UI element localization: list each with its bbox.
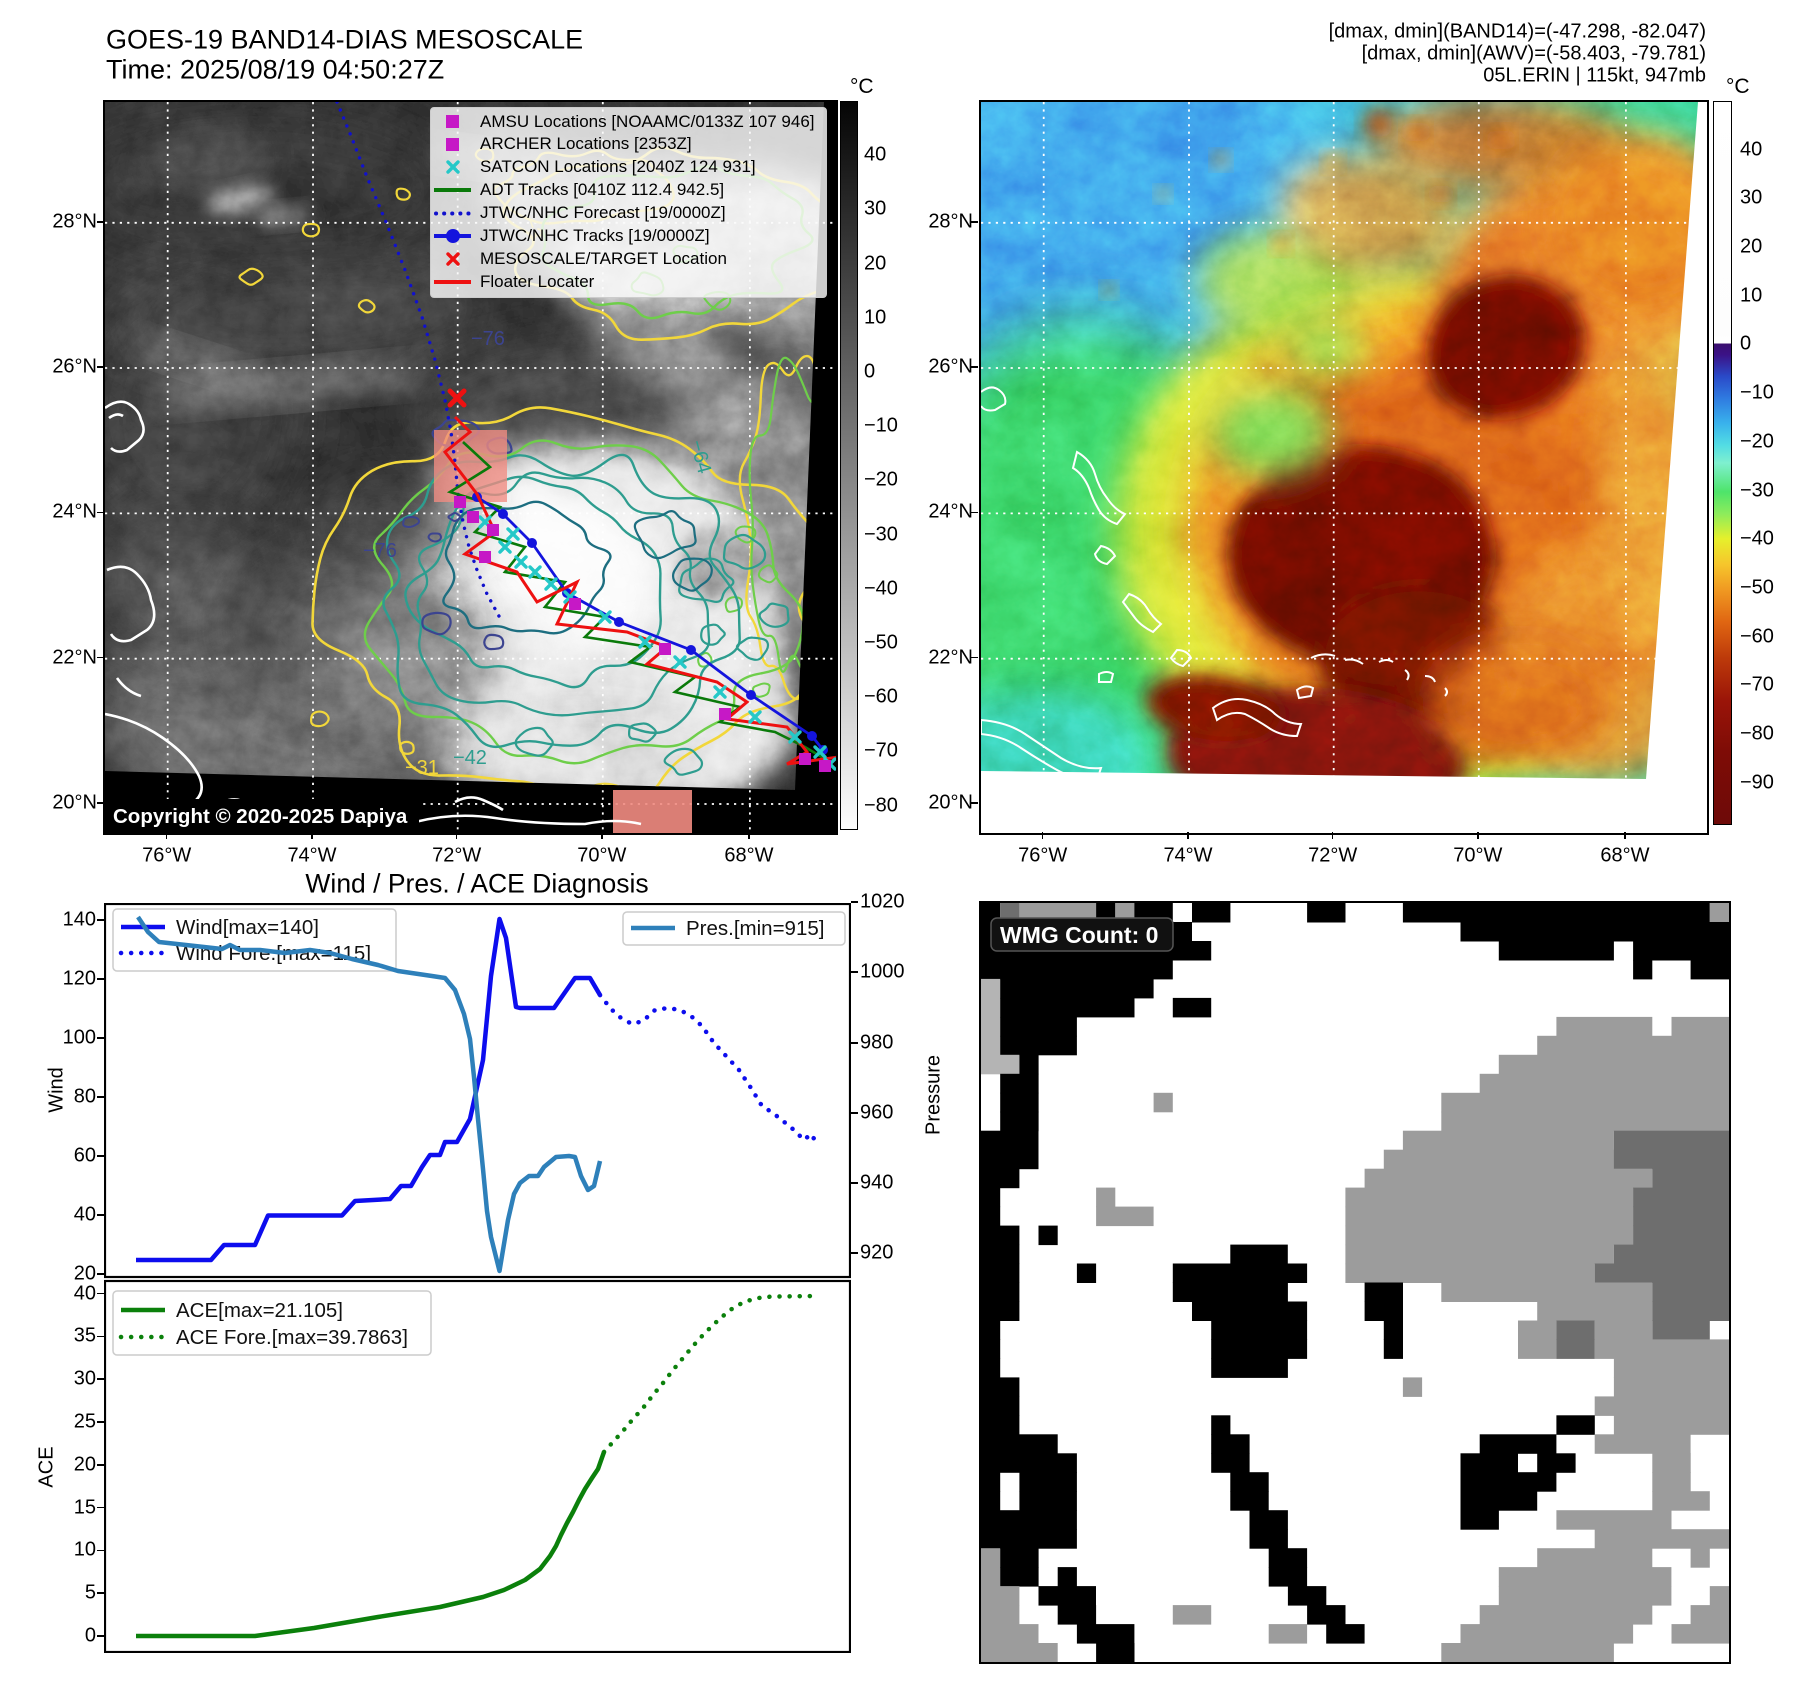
svg-text:−76: −76 [471, 328, 505, 350]
svg-text:WMG Count: 0: WMG Count: 0 [1000, 922, 1158, 948]
svg-text:ACE Fore.[max=39.7863]: ACE Fore.[max=39.7863] [176, 1326, 408, 1349]
svg-text:ACE[max=21.105]: ACE[max=21.105] [176, 1299, 343, 1322]
svg-text:−42: −42 [453, 747, 487, 769]
svg-text:Wind[max=140]: Wind[max=140] [176, 916, 319, 939]
svg-text:−76: −76 [363, 540, 397, 562]
svg-text:Pres.[min=915]: Pres.[min=915] [686, 917, 824, 940]
svg-text:Copyright © 2020-2025 Dapiya: Copyright © 2020-2025 Dapiya [113, 805, 408, 828]
svg-text:−31: −31 [405, 757, 439, 779]
